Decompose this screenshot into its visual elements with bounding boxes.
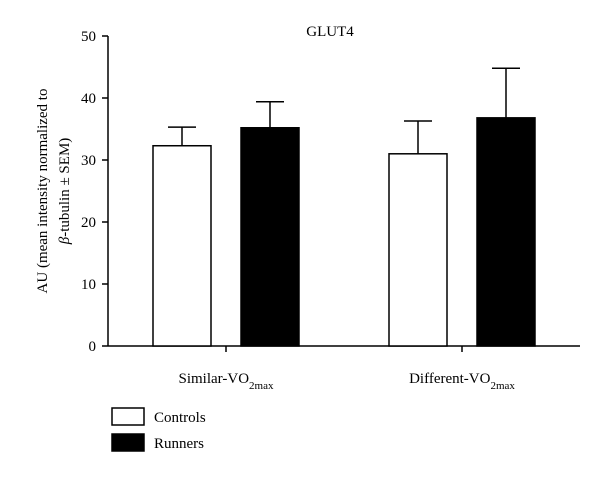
legend-label-controls: Controls — [154, 410, 206, 426]
y-axis-label-greek: β — [57, 236, 73, 245]
x-axis-tick-labels: Similar-VO2max Different-VO2max — [179, 371, 516, 392]
legend-label-runners: Runners — [154, 436, 204, 452]
legend: Controls Runners — [111, 407, 206, 452]
y-tick-label: 0 — [89, 339, 97, 355]
y-axis-label-rest: -tubulin ± SEM) — [57, 138, 73, 237]
y-axis-label-line2: β-tubulin ± SEM) — [57, 138, 73, 246]
bar-controls-2 — [388, 153, 448, 347]
error-bars — [168, 67, 520, 154]
bar-controls-1 — [152, 144, 212, 347]
bar-runners-2 — [476, 117, 536, 347]
x-tick-label: Different-VO2max — [409, 371, 515, 392]
legend-swatch-runners — [111, 433, 145, 452]
legend-swatch-controls — [111, 407, 145, 426]
y-tick-label: 30 — [81, 153, 96, 169]
chart-title: GLUT4 — [306, 24, 354, 40]
bar-runners-1 — [240, 127, 300, 347]
bars — [152, 117, 536, 347]
y-tick-label: 50 — [81, 29, 96, 45]
y-axis-label-line1: AU (mean intensity normalized to — [35, 89, 51, 294]
y-tick-label: 40 — [81, 91, 96, 107]
y-tick-label: 20 — [81, 215, 96, 231]
y-tick-label: 10 — [81, 277, 96, 293]
x-tick-label: Similar-VO2max — [179, 371, 274, 392]
y-axis-label: AU (mean intensity normalized to β-tubul… — [35, 89, 73, 294]
